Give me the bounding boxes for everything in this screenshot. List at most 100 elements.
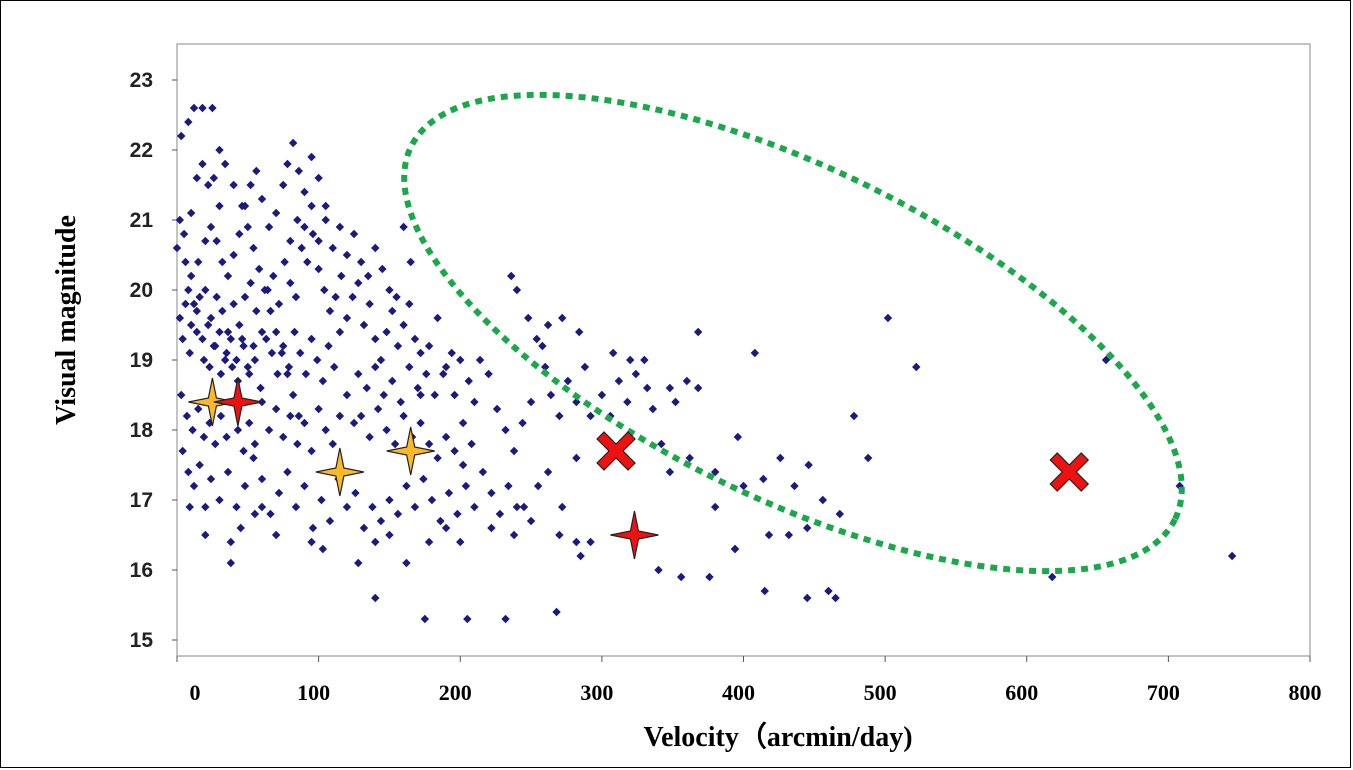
data-point <box>863 453 873 463</box>
data-points <box>172 103 1237 624</box>
data-point <box>354 369 363 379</box>
data-point <box>206 222 216 232</box>
y-tick-label: 22 <box>130 139 153 162</box>
data-point <box>1048 572 1057 582</box>
data-point <box>232 355 241 365</box>
data-point <box>293 439 302 449</box>
data-point <box>538 341 547 351</box>
y-tick-label: 21 <box>130 209 154 232</box>
data-point <box>342 250 352 260</box>
data-point <box>382 327 391 337</box>
data-point <box>211 439 220 449</box>
data-point <box>626 355 635 365</box>
data-point <box>365 299 374 309</box>
data-point <box>335 411 345 421</box>
data-point <box>237 201 247 211</box>
data-point <box>307 152 316 162</box>
star-marker <box>386 426 435 476</box>
data-point <box>271 404 281 414</box>
y-tick-label: 15 <box>130 629 154 652</box>
data-point <box>192 327 202 337</box>
data-point <box>318 376 328 386</box>
data-point <box>240 292 250 302</box>
data-point <box>883 313 893 323</box>
x-tick-label: 200 <box>439 680 472 705</box>
data-point <box>710 502 720 512</box>
data-point <box>222 348 231 358</box>
data-point <box>447 348 456 358</box>
data-point <box>478 467 488 477</box>
data-point <box>463 614 472 624</box>
data-point <box>543 320 553 330</box>
data-point <box>260 285 270 295</box>
data-point <box>209 341 219 351</box>
data-point <box>177 390 186 400</box>
data-point <box>186 271 196 281</box>
data-point <box>307 334 316 344</box>
data-point <box>184 467 193 477</box>
data-point <box>223 271 233 281</box>
data-point <box>406 257 415 267</box>
data-point <box>186 208 196 218</box>
data-point <box>201 502 210 512</box>
data-point <box>436 516 445 526</box>
data-point <box>1175 481 1184 491</box>
data-point <box>243 362 253 372</box>
data-point <box>526 516 536 526</box>
data-point <box>356 411 366 421</box>
highlight-ellipse <box>401 91 1185 575</box>
x-axis-title: Velocity（arcmin/day) <box>643 720 912 753</box>
data-point <box>266 509 275 519</box>
data-point <box>405 362 414 372</box>
y-axis-title: Visual magnitude <box>51 215 82 425</box>
data-point <box>439 369 448 379</box>
data-point <box>760 586 769 596</box>
data-point <box>296 348 305 358</box>
data-point <box>402 481 411 491</box>
data-point <box>450 446 459 456</box>
data-point <box>533 481 543 491</box>
y-tick-label: 23 <box>130 69 153 92</box>
data-point <box>325 516 335 526</box>
data-point <box>271 530 281 540</box>
data-point <box>256 383 265 393</box>
data-point <box>467 439 476 449</box>
data-point <box>495 509 505 519</box>
data-point <box>682 376 692 386</box>
data-point <box>419 474 428 484</box>
plot-area <box>176 43 1311 657</box>
data-point <box>356 257 366 267</box>
data-point <box>314 173 323 183</box>
data-point <box>250 355 260 365</box>
data-point <box>288 138 298 148</box>
data-point <box>205 362 214 372</box>
data-point <box>290 327 299 337</box>
data-point <box>301 369 311 379</box>
data-point <box>420 614 430 624</box>
data-point <box>172 243 182 253</box>
data-point <box>283 369 292 379</box>
data-point <box>257 327 267 337</box>
data-point <box>246 278 255 288</box>
star-marker <box>188 377 237 427</box>
data-point <box>331 292 340 302</box>
data-point <box>277 348 287 358</box>
data-point <box>175 215 185 225</box>
data-point <box>504 481 513 491</box>
data-point <box>212 292 221 302</box>
data-point <box>803 523 812 533</box>
data-point <box>371 537 380 547</box>
data-point <box>456 537 465 547</box>
data-point <box>349 418 359 428</box>
star-marker <box>213 377 263 427</box>
data-point <box>470 397 479 407</box>
data-point <box>314 264 323 274</box>
data-point <box>267 348 277 358</box>
data-point <box>359 523 369 533</box>
data-point <box>835 509 845 519</box>
data-point <box>563 376 573 386</box>
data-point <box>201 236 210 246</box>
data-point <box>730 544 740 554</box>
data-point <box>206 474 216 484</box>
data-point <box>195 292 204 302</box>
